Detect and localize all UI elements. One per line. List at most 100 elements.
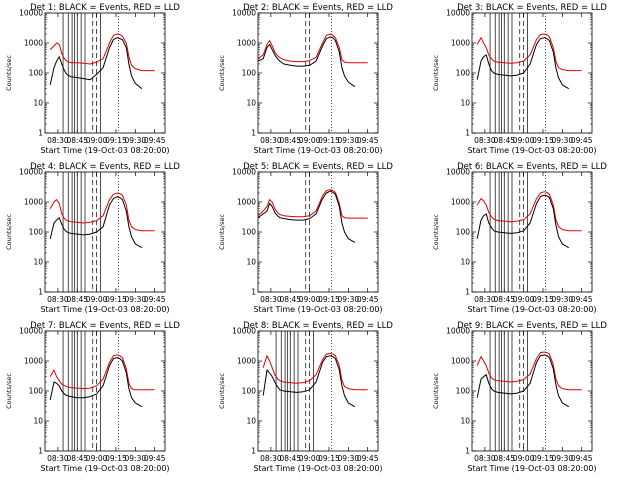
panel-det-2: 1 10 100 1000 10000 08:3008:4509:0009:1509:30…: [218, 3, 393, 155]
y-tick-label: 1: [251, 288, 256, 297]
y-axis-label: Counts/sec: [218, 55, 226, 91]
panel-det-8: 1 10 100 1000 10000 08:3008:4509:0009:1509:30…: [218, 321, 393, 473]
y-tick-label: 100: [29, 69, 44, 78]
x-tick-label: 09:15: [318, 136, 340, 145]
y-tick-label: 10000: [446, 327, 470, 336]
x-tick-label: 08:45: [66, 136, 88, 145]
x-tick-label: 08:45: [279, 136, 301, 145]
x-tick-label: 09:45: [144, 295, 166, 304]
panel-det-7: 1 10 100 1000 10000 08:3008:4509:0009:1509:30…: [5, 321, 180, 473]
x-tick-label: 09:45: [571, 295, 593, 304]
series-line-events: [476, 354, 570, 408]
y-axis-label: Counts/sec: [218, 214, 226, 250]
x-axis-label: Start Time (19-Oct-03 08:20:00): [253, 146, 382, 155]
series-line-events: [257, 190, 356, 243]
y-tick-label: 10000: [446, 9, 470, 18]
x-tick-label: 09:15: [318, 454, 340, 463]
panel-title: Det 3: BLACK = Events, RED = LLD: [457, 3, 607, 13]
x-tick-label: 09:15: [105, 295, 127, 304]
y-tick-label: 10: [33, 258, 43, 267]
x-tick-label: 08:30: [47, 454, 69, 463]
series-line-events: [49, 196, 143, 249]
y-tick-label: 1000: [451, 198, 470, 207]
x-tick-label: 09:45: [571, 454, 593, 463]
y-axis-label: Counts/sec: [218, 373, 226, 409]
x-tick-label: 08:45: [279, 295, 301, 304]
x-tick-label: 08:30: [474, 454, 496, 463]
y-tick-label: 1: [465, 288, 470, 297]
x-axis-label: Start Time (19-Oct-03 08:20:00): [467, 146, 596, 155]
y-axis-label: Counts/sec: [5, 214, 13, 250]
y-tick-label: 10: [460, 258, 470, 267]
x-tick-label: 08:30: [47, 295, 69, 304]
x-tick-label: 08:30: [260, 454, 282, 463]
x-tick-label: 08:30: [474, 295, 496, 304]
x-tick-label: 08:30: [474, 136, 496, 145]
series-line-events: [257, 36, 356, 88]
panel-title: Det 7: BLACK = Events, RED = LLD: [30, 321, 180, 331]
x-tick-label: 09:30: [338, 295, 360, 304]
y-tick-label: 100: [242, 387, 257, 396]
y-tick-label: 1: [38, 288, 43, 297]
x-axis-label: Start Time (19-Oct-03 08:20:00): [467, 464, 596, 473]
series-line-events: [49, 357, 143, 408]
y-tick-label: 1000: [24, 357, 43, 366]
plot-frame: [257, 171, 379, 293]
y-tick-label: 10000: [232, 327, 256, 336]
y-tick-label: 100: [29, 387, 44, 396]
series-line-events: [262, 355, 356, 408]
x-tick-label: 09:30: [125, 454, 147, 463]
x-tick-label: 09:30: [552, 136, 574, 145]
y-axis-label: Counts/sec: [432, 55, 440, 91]
series-line-lld: [49, 354, 155, 391]
panel-title: Det 1: BLACK = Events, RED = LLD: [30, 3, 180, 13]
y-tick-label: 1: [38, 129, 43, 138]
series-line-lld: [257, 33, 368, 64]
x-axis-label: Start Time (19-Oct-03 08:20:00): [253, 464, 382, 473]
x-tick-label: 09:30: [552, 454, 574, 463]
panel-det-9: 1 10 100 1000 10000 08:3008:4509:0009:1509:30…: [432, 321, 607, 473]
y-tick-label: 10: [246, 99, 256, 108]
x-tick-label: 09:00: [513, 454, 535, 463]
x-axis-label: Start Time (19-Oct-03 08:20:00): [467, 305, 596, 314]
x-tick-label: 09:30: [552, 295, 574, 304]
x-tick-label: 08:45: [493, 136, 515, 145]
y-tick-label: 100: [242, 69, 257, 78]
x-tick-label: 09:00: [513, 295, 535, 304]
y-axis-label: Counts/sec: [432, 373, 440, 409]
y-tick-label: 1: [465, 447, 470, 456]
x-tick-label: 09:45: [571, 136, 593, 145]
series-line-lld: [49, 192, 155, 232]
y-tick-label: 100: [242, 228, 257, 237]
x-tick-label: 09:30: [338, 454, 360, 463]
series-line-events: [49, 37, 143, 90]
y-axis-label: Counts/sec: [432, 214, 440, 250]
x-axis-label: Start Time (19-Oct-03 08:20:00): [40, 146, 169, 155]
y-tick-label: 1: [251, 447, 256, 456]
x-tick-label: 09:00: [86, 136, 108, 145]
y-tick-label: 10000: [232, 168, 256, 177]
x-tick-label: 09:00: [299, 454, 321, 463]
y-tick-label: 1000: [237, 357, 256, 366]
x-tick-label: 08:30: [260, 136, 282, 145]
x-tick-label: 08:45: [66, 295, 88, 304]
x-tick-label: 09:00: [513, 136, 535, 145]
y-tick-label: 100: [456, 228, 471, 237]
y-tick-label: 1: [465, 129, 470, 138]
series-line-lld: [476, 351, 582, 391]
y-tick-label: 10: [33, 417, 43, 426]
x-tick-label: 09:30: [125, 295, 147, 304]
y-axis-label: Counts/sec: [5, 373, 13, 409]
panel-title: Det 5: BLACK = Events, RED = LLD: [243, 162, 393, 172]
x-tick-label: 09:30: [338, 136, 360, 145]
plot-frame: [257, 12, 379, 134]
series-line-lld: [262, 352, 368, 391]
y-tick-label: 1000: [451, 39, 470, 48]
x-tick-label: 08:45: [66, 454, 88, 463]
y-tick-label: 1000: [24, 39, 43, 48]
x-tick-label: 09:15: [105, 454, 127, 463]
y-tick-label: 10: [460, 417, 470, 426]
x-tick-label: 09:15: [318, 295, 340, 304]
panel-det-1: 1 10 100 1000 10000 08:3008:4509:0009:1509:30…: [5, 3, 180, 155]
